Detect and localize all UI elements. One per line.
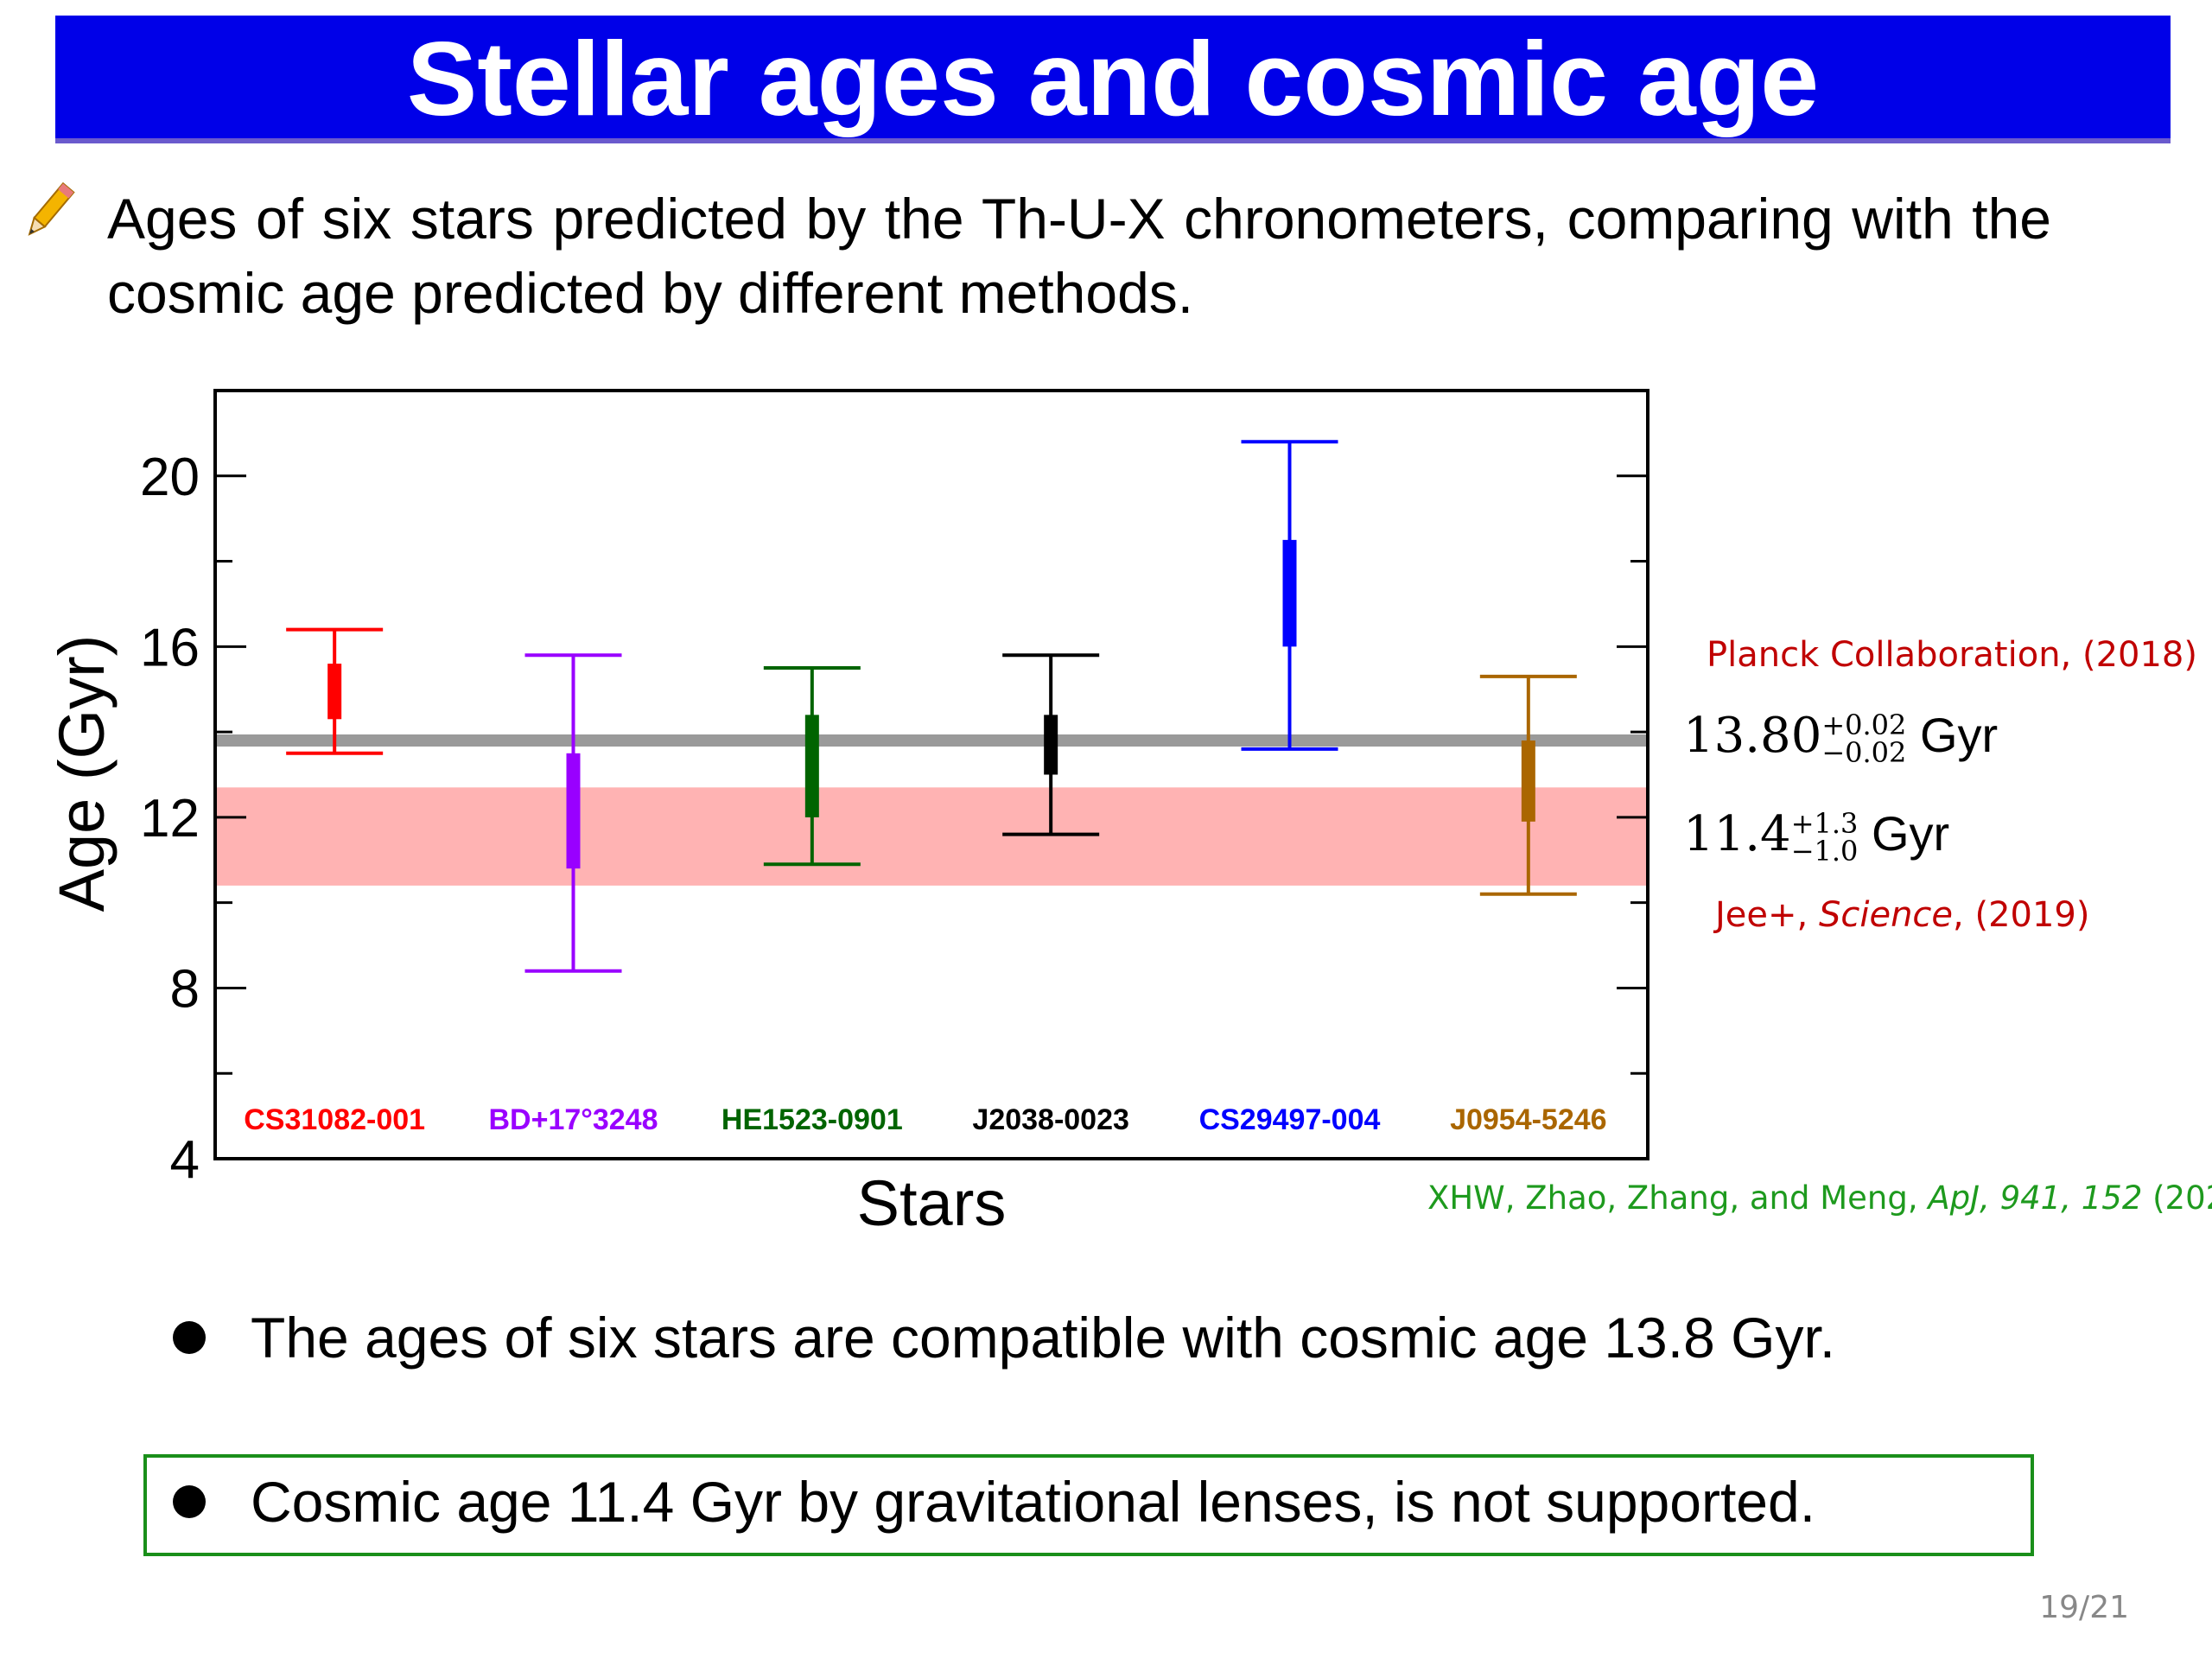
lens-plus: +1.3 [1790,807,1859,841]
planck-unit: Gyr [1919,708,1999,762]
y-tick-label: 16 [140,618,200,677]
star-name-label: CS29497-004 [1199,1103,1381,1136]
citation-journal: ApJ, 941, 152 [1928,1179,2143,1217]
star-errorbar [286,627,384,755]
errorbar-box [327,664,342,720]
star-errorbar [1241,440,1338,751]
y-tick-label: 12 [140,789,200,849]
lens-number: 11.4 [1683,806,1791,862]
title-bar: Stellar ages and cosmic age [55,16,2171,138]
errorbar-box [566,753,581,869]
planck-minus: −0.02 [1821,736,1907,770]
plot-frame [213,389,1649,1160]
errorbar-box [1282,539,1297,647]
pencil-icon [28,181,75,236]
lens-unit: Gyr [1871,806,1950,861]
errorbar-box [1044,715,1058,775]
star-name-label: BD+17°3248 [488,1103,658,1136]
star-errorbar [524,653,622,973]
star-errorbar [763,666,861,867]
lens-minus: −1.0 [1790,835,1859,868]
y-tick-label: 8 [170,959,200,1019]
citation-authors: XHW, Zhao, Zhang, and Meng, [1427,1179,1929,1217]
planck-plus: +0.02 [1821,709,1907,742]
star-name-label: HE1523-0901 [721,1103,903,1136]
bullet-compatible: The ages of six stars are compatible wit… [173,1305,1835,1370]
jee-ref-prefix: Jee+, [1715,895,1819,935]
y-axis-label: Age (Gyr) [46,635,118,912]
bullet-compatible-text: The ages of six stars are compatible wit… [251,1306,1836,1370]
citation-year: (2022) [2152,1179,2212,1217]
lens-age-band [215,787,1648,886]
star-name-label: J0954-5246 [1450,1103,1607,1136]
errorbar-box [1521,740,1535,822]
star-errorbar [1002,653,1100,836]
bullet-not-supported: Cosmic age 11.4 Gyr by gravitational len… [173,1469,1815,1535]
slide-title: Stellar ages and cosmic age [406,20,1820,137]
jee-reference: Jee+, Science, (2019) [1715,895,2089,935]
errorbar-box [804,715,819,817]
x-axis-label: Stars [857,1167,1007,1239]
paper-citation: XHW, Zhao, Zhang, and Meng, ApJ, 941, 15… [1427,1179,2212,1217]
star-name-label: J2038-0023 [972,1103,1129,1136]
star-name-label: CS31082-001 [244,1103,425,1136]
jee-ref-suffix: , (2019) [1953,895,2090,935]
planck-reference: Planck Collaboration, (2018) [1707,635,2197,675]
bullet-dot [173,1320,206,1354]
star-errorbar [1479,674,1577,896]
page-number: 19/21 [2039,1590,2129,1625]
jee-ref-journal: Science [1818,895,1954,935]
conclusion-box [143,1454,2034,1556]
bullet-dot [173,1484,206,1518]
y-tick-label: 20 [140,448,200,507]
y-tick-label: 4 [170,1130,200,1190]
bullet-not-supported-text: Cosmic age 11.4 Gyr by gravitational len… [251,1470,1816,1534]
planck-number: 13.80 [1683,708,1822,764]
planck-value: 13.80 +0.02 −0.02 Gyr [1683,707,1998,766]
lens-value: 11.4 +1.3 −1.0 Gyr [1683,805,1949,865]
intro-text: Ages of six stars predicted by the Th-U-… [107,187,2051,325]
age-chart: 4 8 12 16 20 CS31082-001 BD+17°3248 HE1523-090… [46,389,1649,1239]
